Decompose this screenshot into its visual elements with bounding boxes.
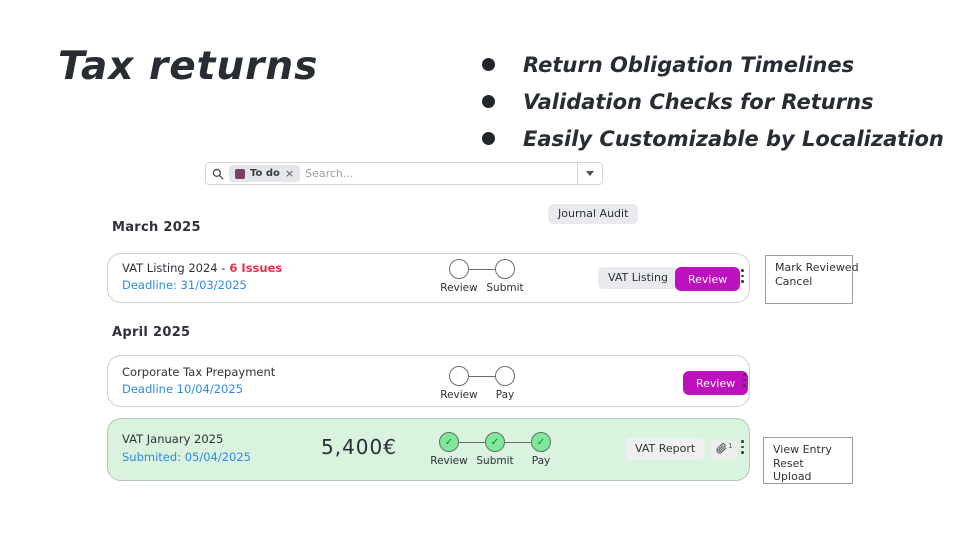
progress-steps: Review Submit xyxy=(436,259,528,294)
step-pay[interactable]: Pay xyxy=(469,366,528,401)
chevron-down-icon xyxy=(586,171,594,176)
tag-vat-listing: VAT Listing xyxy=(598,267,678,289)
page-title: Tax returns xyxy=(58,44,319,89)
step-circle-icon xyxy=(449,366,469,386)
step-label: Submit xyxy=(486,282,524,294)
card-title: Corporate Tax Prepayment xyxy=(122,365,276,379)
return-card-corporate-tax[interactable]: Corporate Tax Prepayment Deadline 10/04/… xyxy=(107,355,750,407)
section-march: March 2025 xyxy=(112,220,201,235)
step-label: Review xyxy=(430,455,468,467)
step-submit-done[interactable]: ✓ Submit xyxy=(459,432,518,467)
check-icon: ✓ xyxy=(485,432,505,452)
bullet-text: Return Obligation Timelines xyxy=(523,52,855,77)
search-left: To do × xyxy=(206,163,577,184)
step-circle-icon xyxy=(495,259,515,279)
card-title-text: VAT Listing 2024 - xyxy=(122,261,226,275)
step-label: Pay xyxy=(495,389,515,401)
step-circle-icon xyxy=(449,259,469,279)
step-label: Pay xyxy=(531,455,551,467)
tag-vat-report: VAT Report xyxy=(625,438,706,460)
bullet-text: Validation Checks for Returns xyxy=(523,89,874,114)
return-card-vat-january[interactable]: VAT January 2025 Submited: 05/04/2025 5,… xyxy=(107,418,750,481)
card-deadline: Deadline: 31/03/2025 xyxy=(122,278,247,292)
menu-item-reset[interactable]: Reset xyxy=(773,456,804,470)
close-icon[interactable]: × xyxy=(284,167,295,180)
search-icon xyxy=(212,168,224,179)
step-review-done[interactable]: ✓ Review xyxy=(426,432,472,467)
menu-item-view-entry[interactable]: View Entry xyxy=(773,443,832,456)
search-bar[interactable]: To do × xyxy=(205,162,603,185)
attachment-button[interactable]: 1 xyxy=(711,440,738,459)
bullet-item: Validation Checks for Returns xyxy=(482,83,944,120)
filter-swatch-icon xyxy=(235,168,245,179)
bullet-item: Return Obligation Timelines xyxy=(482,46,944,83)
facet-label: To do xyxy=(250,168,280,179)
step-label: Review xyxy=(440,389,478,401)
card-deadline: Deadline 10/04/2025 xyxy=(122,382,243,396)
attachment-count: 1 xyxy=(728,442,733,450)
card-title: VAT January 2025 xyxy=(122,432,224,446)
issues-badge: 6 Issues xyxy=(229,261,283,275)
menu-item-mark-reviewed[interactable]: Mark Reviewed xyxy=(775,261,859,274)
check-icon: ✓ xyxy=(439,432,459,452)
step-review[interactable]: Review xyxy=(436,366,482,401)
kebab-menu-icon[interactable] xyxy=(740,370,749,390)
bullet-dot-icon xyxy=(482,95,495,108)
review-button[interactable]: Review xyxy=(675,267,741,291)
card-submitted: Submited: 05/04/2025 xyxy=(122,450,251,464)
kebab-menu-icon[interactable] xyxy=(738,266,747,286)
bullet-text: Easily Customizable by Localization xyxy=(523,126,944,151)
bullet-list: Return Obligation Timelines Validation C… xyxy=(482,46,944,157)
return-card-vat-listing[interactable]: VAT Listing 2024 -6 Issues Deadline: 31/… xyxy=(107,253,750,303)
amount-value: 5,400€ xyxy=(321,435,397,459)
paperclip-icon xyxy=(716,443,727,454)
context-menu-march: Mark Reviewed Cancel xyxy=(765,255,859,304)
check-icon: ✓ xyxy=(531,432,551,452)
context-menu-april: View Entry Reset Upload xyxy=(763,437,853,484)
card-title: VAT Listing 2024 -6 Issues xyxy=(122,261,282,275)
journal-audit-button[interactable]: Journal Audit xyxy=(548,204,639,224)
search-dropdown-toggle[interactable] xyxy=(577,163,602,184)
step-label: Submit xyxy=(476,455,514,467)
bullet-dot-icon xyxy=(482,132,495,145)
menu-item-upload[interactable]: Upload xyxy=(773,470,812,483)
progress-steps: Review Pay xyxy=(436,366,528,401)
menu-item-cancel[interactable]: Cancel xyxy=(775,275,813,288)
step-pay-done[interactable]: ✓ Pay xyxy=(505,432,564,467)
bullet-item: Easily Customizable by Localization xyxy=(482,120,944,157)
step-submit[interactable]: Submit xyxy=(469,259,528,294)
section-april: April 2025 xyxy=(112,325,191,340)
step-label: Review xyxy=(440,282,478,294)
review-button[interactable]: Review xyxy=(683,371,749,395)
step-circle-icon xyxy=(495,366,515,386)
bullet-dot-icon xyxy=(482,58,495,71)
step-review[interactable]: Review xyxy=(436,259,482,294)
progress-steps: ✓ Review ✓ Submit ✓ Pay xyxy=(426,432,564,467)
kebab-menu-icon[interactable] xyxy=(738,437,747,457)
search-input[interactable] xyxy=(305,167,571,180)
search-facet-todo[interactable]: To do × xyxy=(229,165,301,182)
